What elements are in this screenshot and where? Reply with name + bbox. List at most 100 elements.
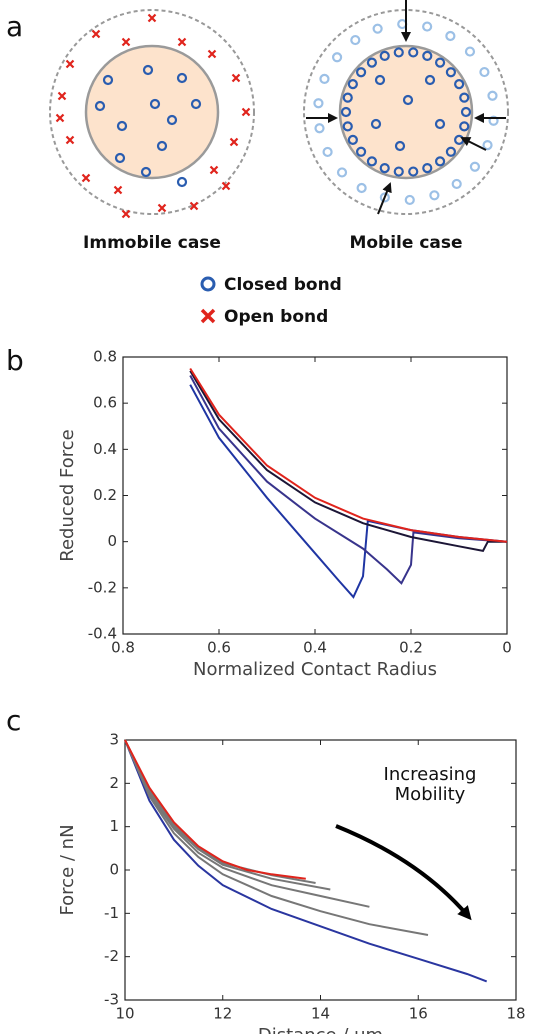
x-axis-label: Normalized Contact Radius [193,659,437,680]
legend-label: Closed bond [224,275,342,295]
y-tick-label: 0 [109,861,119,879]
bond-open [55,113,65,123]
bond-closed [434,118,446,130]
bond-open [65,135,75,145]
y-axis-label: Reduced Force [57,429,78,561]
bond-closed [460,106,472,118]
bond-closed [140,166,152,178]
bond-closed [322,146,333,158]
bond-closed [355,146,367,157]
bond-open [207,49,217,59]
caption: Immobile case [83,233,221,253]
x-tick-label: 0.2 [399,639,423,657]
bond-closed [142,64,154,76]
contact-area [338,44,474,180]
bond-closed [156,140,168,152]
bond-closed [445,30,456,42]
legend-symbol [200,276,216,292]
y-tick-label: 0 [107,532,117,550]
bond-closed [408,47,419,58]
bond-closed [379,163,390,174]
bond-closed [94,100,106,112]
bond-closed [366,156,378,167]
bond-closed [393,166,404,177]
panel-label: b [6,344,24,377]
bond-open [91,29,101,39]
bond-closed [313,98,324,109]
bond-closed [482,139,493,151]
bond-closed [487,90,498,101]
bond-closed [342,92,353,103]
bond-closed [350,34,361,46]
arrow [460,137,487,151]
x-tick-label: 12 [213,1005,232,1023]
bond-closed [459,92,470,103]
y-axis-label: Force / nN [57,824,78,915]
bond-open [113,185,123,195]
y-tick-label: 1 [109,817,119,835]
x-axis-label: Distance / µm [258,1025,383,1034]
panel-a-diagram [49,0,509,219]
y-tick-label: -1 [104,904,119,922]
bond-open [209,165,219,175]
bond-closed [355,67,367,78]
bond-closed [393,47,404,58]
bond-closed [166,114,178,126]
line-series [124,739,331,891]
x-tick-label: 0.8 [111,639,135,657]
line-series [124,739,429,936]
x-tick-label: 18 [506,1005,525,1023]
bond-closed [434,57,446,68]
line-series [189,370,507,553]
bond-closed [379,50,390,61]
bond-closed [379,192,390,203]
line-series [189,367,508,543]
bond-closed [347,134,358,145]
bond-open [157,203,167,213]
bond-open [81,173,91,183]
bond-closed [176,176,188,188]
bond-closed [422,50,433,61]
line-series [189,384,508,599]
bond-closed [408,166,419,177]
line-series [124,739,488,983]
bond-closed [429,190,440,201]
line-series [124,739,306,880]
annotation: Increasing [384,764,477,785]
bond-closed [469,161,481,172]
bond-closed [102,74,114,86]
bond-closed [402,94,414,106]
x-tick-label: 0 [502,639,512,657]
bond-closed [451,178,462,190]
bond-closed [342,121,353,132]
line-series [124,739,370,908]
y-tick-label: 0.8 [93,348,117,366]
x-tick-label: 0.6 [207,639,231,657]
bond-closed [340,106,352,118]
bond-closed [370,118,382,130]
x-tick-label: 16 [409,1005,428,1023]
bond-closed [459,121,470,132]
bond-closed [331,52,343,63]
y-tick-label: 0.4 [93,440,117,458]
bond-closed [356,182,367,194]
bond-closed [336,167,348,178]
bond-closed [454,79,465,90]
caption: Mobile case [349,233,462,253]
bond-closed [464,46,476,57]
line-series [189,375,508,585]
bond-open [121,37,131,47]
arrow [377,182,392,215]
bond-closed [479,66,490,78]
y-tick-label: 0.6 [93,394,117,412]
annotation: Mobility [395,784,466,805]
bond-closed [114,152,126,164]
bond-closed [488,115,499,126]
annotation-arrow [335,824,472,921]
bond-closed [176,72,188,84]
bond-open [121,209,131,219]
bond-closed [319,73,330,85]
y-tick-label: -3 [104,991,119,1009]
